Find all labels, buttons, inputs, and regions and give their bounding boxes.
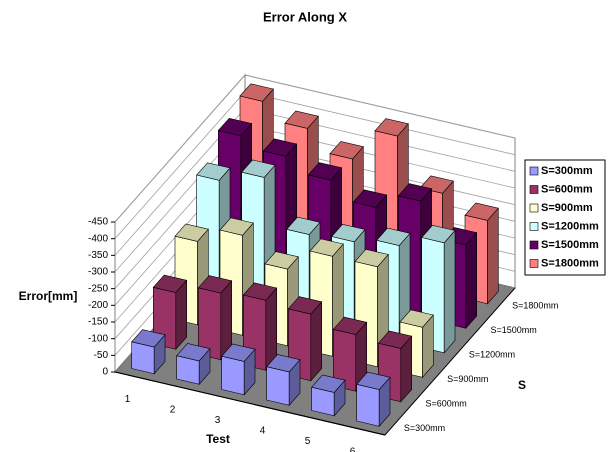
y-tick-label: -350: [88, 250, 108, 261]
legend-label: S=900mm: [541, 202, 593, 214]
bar-top: [287, 296, 323, 315]
bar-front: [266, 366, 290, 406]
bar-top: [131, 329, 166, 348]
z-tick-label: S=600mm: [426, 399, 467, 409]
bar-top: [217, 117, 253, 137]
bar: [287, 296, 323, 382]
bar-top: [354, 248, 389, 268]
bar-top: [284, 110, 319, 129]
legend-label: S=300mm: [541, 165, 593, 177]
bar-side: [310, 301, 323, 382]
bar-side: [465, 231, 478, 330]
x-axis: [114, 371, 386, 436]
bar-top: [309, 238, 344, 257]
bar-top: [307, 162, 343, 181]
y-tick-label: -200: [88, 300, 108, 311]
bar-top: [374, 118, 409, 137]
legend-box: [524, 159, 606, 276]
bar-front: [221, 355, 245, 396]
bar: [197, 275, 233, 361]
legend-swatch: [529, 185, 539, 194]
legend-label: S=1800mm: [541, 257, 599, 269]
y-axis-title: Error[mm]: [19, 289, 78, 303]
y-tick-label: -250: [88, 283, 108, 294]
bar: [176, 343, 211, 386]
y-tick-label: 0: [102, 367, 108, 378]
grid-line: [114, 74, 516, 223]
bar-top: [352, 189, 388, 208]
bar: [332, 316, 368, 393]
legend-label: S=600mm: [541, 183, 593, 195]
bar-side: [487, 207, 499, 305]
x-tick-label: 1: [125, 394, 131, 405]
bar-top: [241, 159, 276, 178]
z-axis-title: S: [518, 378, 526, 392]
bar-top: [331, 223, 366, 243]
legend-swatch: [529, 222, 539, 231]
bar-top: [311, 374, 346, 393]
z-tick-label: S=1500mm: [491, 325, 537, 335]
bar-top: [421, 224, 456, 244]
z-tick-label: S=300mm: [404, 423, 445, 433]
bar-top: [376, 227, 411, 246]
bar-top: [399, 309, 434, 328]
y-tick-label: -150: [88, 317, 108, 328]
legend-swatch: [529, 203, 539, 213]
bar: [311, 374, 346, 417]
chart-title: Error Along X: [263, 9, 347, 24]
legend-swatch: [529, 240, 539, 250]
legend-swatch: [529, 166, 539, 176]
bar-top: [266, 354, 301, 373]
bar-side: [443, 229, 456, 354]
x-tick-label: 2: [170, 404, 176, 415]
bar-top: [221, 343, 256, 362]
y-tick-label: -100: [88, 333, 108, 344]
bar-top: [377, 330, 413, 349]
bar-top: [196, 162, 231, 181]
x-tick-label: 6: [350, 446, 356, 452]
bar-top: [262, 138, 298, 157]
bar-top: [332, 316, 368, 335]
z-tick-label: S=900mm: [447, 374, 488, 384]
bar-front: [356, 383, 380, 427]
z-tick-label: S=1800mm: [512, 301, 558, 311]
bar: [221, 343, 256, 396]
bar-top: [464, 202, 499, 221]
y-tick-label: -300: [88, 267, 108, 278]
legend-label: S=1200mm: [541, 220, 599, 232]
legend-label: S=1500mm: [541, 239, 599, 251]
y-tick-label: -400: [88, 233, 108, 244]
x-axis-title: Test: [206, 432, 230, 446]
x-tick-label: 4: [260, 425, 266, 436]
bar-top: [264, 251, 299, 270]
x-tick-label: 5: [305, 436, 311, 447]
bar-top: [242, 282, 278, 301]
bar: [131, 329, 166, 375]
y-tick-label: -450: [88, 217, 108, 228]
bar-top: [197, 275, 233, 294]
bar-top: [152, 274, 188, 293]
z-tick-label: S=1200mm: [469, 350, 515, 360]
bar: [266, 354, 301, 407]
legend-swatch: [529, 259, 539, 268]
bar-top: [329, 141, 364, 160]
x-tick-label: 3: [215, 415, 221, 426]
bar: [356, 371, 391, 428]
bar-top: [356, 371, 391, 390]
bar-top: [397, 183, 433, 202]
bar-top: [219, 217, 254, 236]
bar-top: [239, 83, 274, 102]
y-tick-label: -50: [94, 350, 109, 361]
bar-top: [286, 216, 321, 235]
bar-top: [174, 223, 209, 242]
bar-top: [176, 343, 211, 362]
